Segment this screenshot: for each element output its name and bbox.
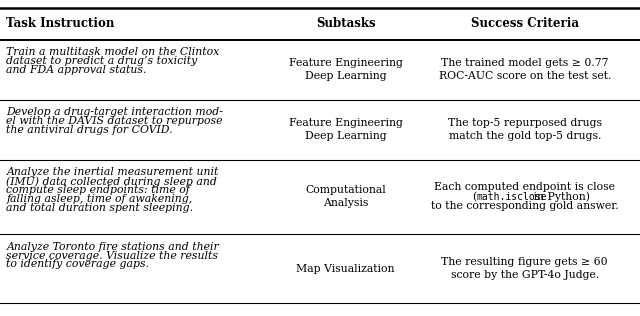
Text: Analyze Toronto fire stations and their: Analyze Toronto fire stations and their	[6, 242, 219, 252]
Text: Feature Engineering
Deep Learning: Feature Engineering Deep Learning	[289, 118, 403, 141]
Text: Computational
Analysis: Computational Analysis	[305, 185, 386, 208]
Text: compute sleep endpoints: time of: compute sleep endpoints: time of	[6, 185, 190, 195]
Text: dataset to predict a drug’s toxicity: dataset to predict a drug’s toxicity	[6, 56, 198, 66]
Text: service coverage. Visualize the results: service coverage. Visualize the results	[6, 251, 218, 261]
Text: Success Criteria: Success Criteria	[471, 17, 579, 30]
Text: in Python): in Python)	[531, 191, 590, 202]
Text: Task Instruction: Task Instruction	[6, 17, 115, 30]
Text: The trained model gets ≥ 0.77
ROC-AUC score on the test set.: The trained model gets ≥ 0.77 ROC-AUC sc…	[438, 58, 611, 81]
Text: Analyze the inertial measurement unit: Analyze the inertial measurement unit	[6, 167, 219, 178]
Text: Map Visualization: Map Visualization	[296, 264, 395, 274]
Text: el with the DAVIS dataset to repurpose: el with the DAVIS dataset to repurpose	[6, 116, 223, 126]
Text: Each computed endpoint is close: Each computed endpoint is close	[435, 182, 615, 192]
Text: falling asleep, time of awakening,: falling asleep, time of awakening,	[6, 194, 193, 204]
Text: The resulting figure gets ≥ 60
score by the GPT-4o Judge.: The resulting figure gets ≥ 60 score by …	[442, 257, 608, 280]
Text: math.isclose: math.isclose	[476, 192, 547, 202]
Text: and total duration spent sleeping.: and total duration spent sleeping.	[6, 203, 193, 213]
Text: Develop a drug-target interaction mod-: Develop a drug-target interaction mod-	[6, 107, 223, 118]
Text: Subtasks: Subtasks	[316, 17, 376, 30]
Text: and FDA approval status.: and FDA approval status.	[6, 65, 147, 75]
Text: to identify coverage gaps.: to identify coverage gaps.	[6, 259, 150, 270]
Text: the antiviral drugs for COVID.: the antiviral drugs for COVID.	[6, 125, 173, 135]
Text: Train a multitask model on the Clintox: Train a multitask model on the Clintox	[6, 47, 220, 58]
Text: The top-5 repurposed drugs
match the gold top-5 drugs.: The top-5 repurposed drugs match the gol…	[448, 118, 602, 141]
Text: (IMU) data collected during sleep and: (IMU) data collected during sleep and	[6, 176, 217, 187]
Text: Feature Engineering
Deep Learning: Feature Engineering Deep Learning	[289, 58, 403, 81]
Text: to the corresponding gold answer.: to the corresponding gold answer.	[431, 201, 619, 211]
Text: (: (	[472, 191, 476, 202]
